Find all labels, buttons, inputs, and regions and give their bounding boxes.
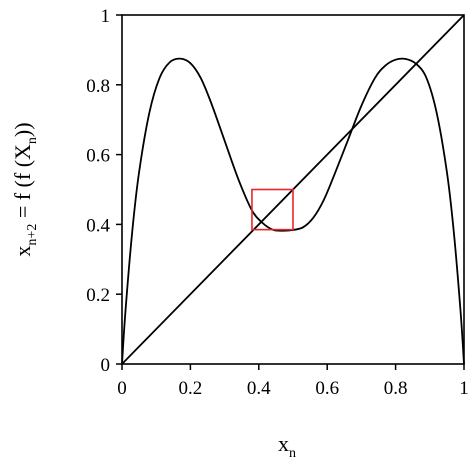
y-tick-label: 0 [101, 355, 111, 376]
y-tick-label: 0.8 [86, 76, 110, 97]
x-axis-label: xn [278, 431, 296, 461]
y-tick-label: 0.4 [86, 215, 110, 236]
x-tick-label: 0.2 [179, 378, 203, 399]
plot-border [121, 14, 465, 365]
x-tick-label: 1 [459, 378, 469, 399]
y-axis-label: xn+2 = f (f (Xn)) [10, 122, 40, 256]
x-tick-label: 0 [117, 378, 127, 399]
axis-ticks: 0 0.2 0.4 0.6 0.8 1 0 0.2 0.4 0.6 0.8 1 [86, 6, 469, 399]
y-tick-label: 0.2 [86, 285, 110, 306]
x-tick-label: 0.6 [315, 378, 339, 399]
y-tick-label: 1 [101, 6, 111, 27]
x-tick-label: 0.4 [247, 378, 271, 399]
plot-marks [121, 14, 465, 365]
y-tick-label: 0.6 [86, 146, 110, 167]
highlight-box [251, 188, 294, 231]
x-tick-label: 0.8 [384, 378, 408, 399]
plot-frame [121, 14, 465, 365]
